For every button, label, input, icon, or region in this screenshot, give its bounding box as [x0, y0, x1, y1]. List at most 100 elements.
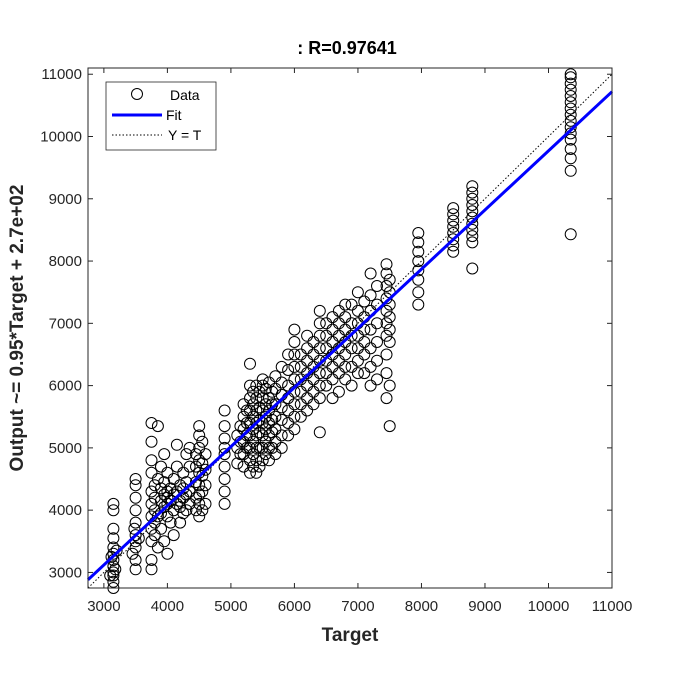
data-point: [466, 217, 479, 230]
data-point: [263, 417, 275, 429]
data-point: [218, 473, 231, 485]
data-point: [564, 83, 577, 96]
data-point: [269, 398, 282, 411]
data-point: [259, 435, 272, 448]
data-point: [196, 457, 209, 470]
data-point: [332, 329, 345, 342]
data-point: [358, 367, 371, 380]
data-point: [151, 420, 164, 433]
data-point: [307, 360, 320, 373]
data-point: [326, 360, 339, 373]
y-tick-label: 5000: [49, 440, 82, 457]
data-point: [339, 336, 352, 348]
chart-title: : R=0.97641: [297, 38, 397, 58]
data-point: [275, 429, 288, 442]
y-tick-label: 3000: [49, 564, 82, 581]
data-point: [244, 454, 256, 467]
data-point: [380, 258, 393, 271]
data-point: [253, 441, 266, 454]
data-point: [364, 379, 377, 392]
data-point: [447, 245, 460, 258]
data-point: [332, 367, 345, 380]
data-point: [564, 143, 577, 155]
data-point: [250, 466, 263, 479]
data-point: [183, 497, 196, 510]
data-point: [269, 410, 282, 423]
data-point: [107, 497, 120, 510]
x-tick-label: 6000: [278, 598, 311, 615]
data-point: [107, 547, 120, 560]
data-point: [218, 404, 231, 417]
data-point: [564, 71, 577, 84]
data-point: [564, 228, 577, 241]
data-point: [371, 354, 383, 367]
data-point: [320, 379, 333, 392]
data-point: [170, 460, 183, 473]
data-point: [447, 202, 460, 215]
data-point: [320, 317, 333, 330]
data-point: [383, 323, 396, 336]
data-point: [288, 398, 301, 411]
data-point: [244, 357, 256, 370]
data-point: [339, 348, 352, 361]
data-point: [145, 417, 158, 429]
y-tick-label: 11000: [41, 66, 82, 83]
data-point: [339, 360, 352, 373]
data-point: [564, 96, 577, 109]
data-point: [247, 385, 260, 398]
data-point: [288, 336, 301, 348]
x-axis-label: Target: [322, 625, 379, 646]
data-point: [282, 417, 295, 429]
data-point: [282, 348, 295, 361]
data-point: [247, 460, 260, 473]
data-point: [269, 370, 282, 383]
data-point: [380, 329, 393, 342]
data-point: [564, 121, 577, 134]
data-point: [332, 304, 345, 317]
data-point: [256, 392, 269, 405]
data-point: [282, 364, 295, 376]
data-point: [380, 280, 393, 292]
fit-line: [86, 90, 614, 581]
data-point: [107, 522, 120, 535]
data-point: [107, 541, 120, 554]
data-point: [412, 264, 425, 277]
data-point: [447, 214, 460, 227]
data-point: [383, 273, 396, 286]
data-point: [380, 348, 393, 361]
data-point: [301, 379, 314, 392]
data-point: [339, 311, 352, 324]
data-point: [282, 404, 295, 417]
data-point: [466, 262, 479, 275]
data-point: [190, 448, 202, 461]
data-point: [161, 491, 174, 504]
legend-data-label: Data: [170, 87, 200, 103]
data-point: [412, 273, 425, 286]
data-point: [129, 529, 142, 542]
data-point: [351, 354, 364, 367]
data-point: [332, 342, 345, 355]
data-point: [107, 560, 120, 573]
data-point: [345, 317, 358, 330]
data-point: [371, 336, 383, 348]
data-point: [294, 373, 307, 386]
data-point: [161, 466, 174, 479]
plot-area: [87, 67, 613, 589]
data-point: [250, 429, 263, 442]
data-point: [345, 360, 358, 373]
x-tick-label: 10000: [528, 598, 570, 615]
data-point: [301, 354, 314, 367]
data-point: [183, 460, 196, 473]
data-point: [237, 398, 250, 411]
data-point: [313, 342, 326, 355]
data-point: [313, 426, 326, 439]
y-tick-label: 4000: [49, 502, 82, 519]
reference-lines: [86, 73, 614, 589]
data-point: [564, 77, 577, 90]
data-point: [155, 494, 167, 507]
data-point: [155, 482, 167, 495]
data-point: [275, 401, 288, 414]
data-point: [326, 323, 339, 336]
data-point: [332, 385, 345, 398]
